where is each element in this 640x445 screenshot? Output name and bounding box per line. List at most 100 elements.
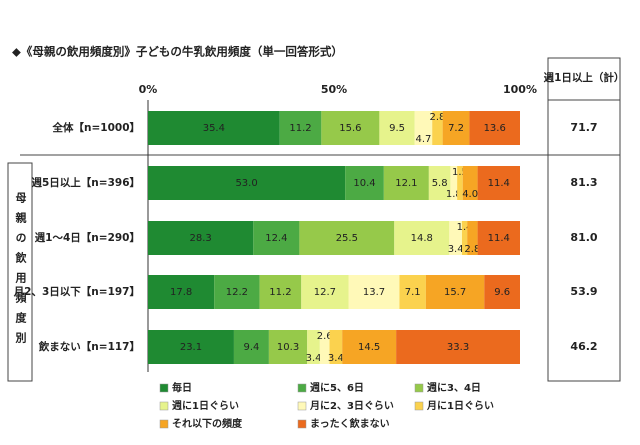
data-label: 53.0 [235,178,257,189]
data-label: 9.6 [494,287,510,298]
legend-swatch [297,383,307,393]
data-label: 13.6 [484,123,506,134]
bar-segment [461,221,468,255]
bar-segment [425,275,485,309]
data-label: 23.1 [180,342,202,353]
data-label: 25.5 [336,233,358,244]
bar-segment [148,275,215,309]
y-tick-label: 週5日以上【n=396】 [32,176,141,189]
total-value: 53.9 [570,285,597,298]
data-label: 4.7 [416,134,432,145]
legend-swatch [159,401,169,411]
bar-segment [394,221,450,255]
total-value: 81.3 [570,176,597,189]
data-label: 14.8 [411,233,433,244]
bar-segment [414,111,433,145]
bar-segment [148,221,254,255]
data-label: 17.8 [170,287,192,298]
bar-segment [301,275,349,309]
legend-label: 毎日 [172,381,192,394]
data-label: 2.6 [317,331,333,342]
data-label: 15.6 [339,123,361,134]
data-label: 1.5 [452,167,468,178]
bar-segment [342,330,397,364]
total-value: 71.7 [570,121,597,134]
bar-segment [469,111,520,145]
bar-segment [399,275,426,309]
data-label: 1.4 [457,222,473,233]
legend-swatch [159,383,169,393]
data-label: 2.8 [464,244,480,255]
data-label: 12.4 [265,233,287,244]
legend-label: まったく飲まない [310,417,390,430]
bar-segment [462,166,478,200]
legend-swatch [414,401,424,411]
data-label: 9.5 [389,123,405,134]
bar-segment [379,111,415,145]
bar-segment [484,275,520,309]
x-tick-label: 0% [139,83,158,96]
data-label: 4.0 [462,189,478,200]
side-label-box [7,162,33,382]
bar-segment [396,330,520,364]
data-label: 11.2 [269,287,291,298]
legend-label: 月に2、3日ぐらい [309,400,394,412]
legend-label: 週に1日ぐらい [172,400,239,412]
totals-box [547,57,621,382]
bar-segment [299,221,395,255]
data-label: 5.8 [432,178,448,189]
y-tick-label: 週1～4日【n=290】 [35,231,140,244]
data-label: 1.8 [446,189,462,200]
legend-label: 週に3、4日 [427,382,481,394]
bar-segment [259,275,302,309]
data-label: 33.3 [447,342,469,353]
data-label: 2.8 [429,112,445,123]
bar-segment [148,111,280,145]
legend-label: それ以下の頻度 [172,417,243,430]
data-label: 11.4 [488,178,510,189]
side-label: 母親の飲用頻度別 [14,192,28,352]
data-label: 7.2 [448,123,464,134]
bar-segment [383,166,429,200]
x-tick-label: 50% [321,83,347,96]
y-tick-label: 全体【n=1000】 [52,121,141,134]
data-label: 9.4 [243,342,259,353]
data-label: 11.4 [488,233,510,244]
bar-segment [233,330,269,364]
bar-segment [279,111,322,145]
bar-segment [345,166,384,200]
bar-segment [348,275,400,309]
bar-segment [477,221,520,255]
data-label: 12.7 [314,287,336,298]
legend-label: 月に1日ぐらい [426,400,494,412]
bar-segment [321,111,380,145]
data-label: 3.4 [328,353,344,364]
data-label: 10.3 [277,342,299,353]
bar-segment [428,166,451,200]
data-label: 7.1 [405,287,421,298]
bar-segment [148,166,346,200]
bar-segment [253,221,300,255]
data-label: 11.2 [289,123,311,134]
legend-swatch [297,401,307,411]
bar-segment [450,166,458,200]
legend-swatch [414,383,424,393]
x-tick-label: 100% [503,83,537,96]
bar-segment [449,221,462,255]
total-value: 46.2 [570,340,597,353]
bar-segment [329,330,343,364]
bar-segment [148,330,234,364]
data-label: 28.3 [190,233,212,244]
legend-swatch [159,419,169,429]
bar-segment [432,111,443,145]
bar-segment [268,330,308,364]
data-label: 35.4 [203,123,225,134]
bar-segment [319,330,330,364]
bar-segment [442,111,470,145]
data-label: 15.7 [444,287,466,298]
data-label: 13.7 [363,287,385,298]
legend-swatch [297,419,307,429]
data-label: 12.1 [395,178,417,189]
bar-segment [457,166,463,200]
